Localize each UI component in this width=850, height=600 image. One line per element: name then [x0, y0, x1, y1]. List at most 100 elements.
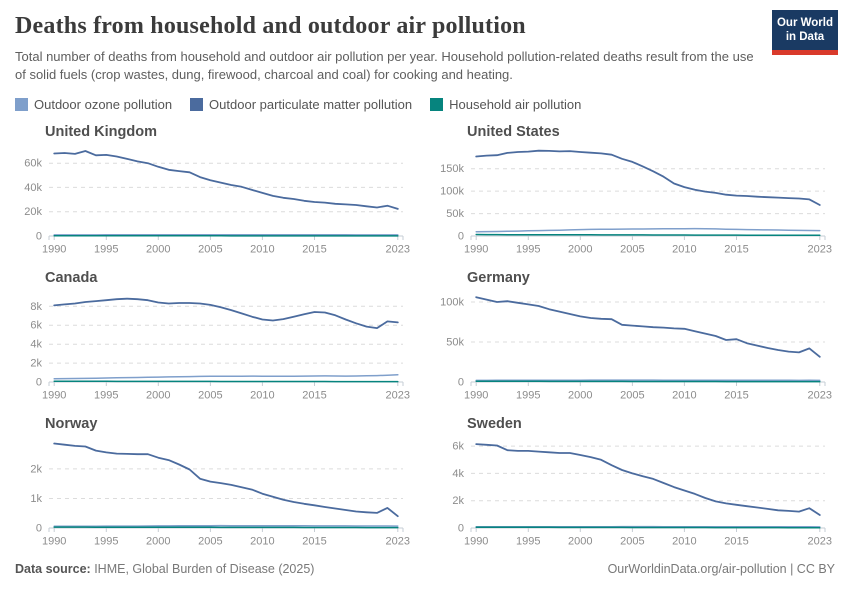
svg-text:6k: 6k [452, 441, 464, 453]
svg-text:50k: 50k [446, 208, 464, 220]
line-chart: 0 1k 2k 1990 1995 2000 2005 2010 2015 2023 [30, 442, 410, 547]
svg-text:60k: 60k [24, 158, 42, 170]
footer-source-text: IHME, Global Burden of Disease (2025) [90, 561, 315, 576]
line-chart: 0 2k 4k 6k 1990 1995 2000 2005 2010 2015 2023 [452, 441, 832, 548]
country-chart-panel: United States 0 50k 100k 150k 1990 1995 2000 20… [437, 114, 835, 260]
line-chart: 0 50k 100k 150k 1990 1995 2000 2005 2010 2015 2023 [440, 149, 832, 255]
svg-text:0: 0 [458, 230, 464, 242]
svg-text:0: 0 [458, 376, 464, 388]
line-chart: 0 20k 40k 60k 1990 1995 2000 2005 2010 2015 2023 [24, 150, 410, 255]
svg-text:2023: 2023 [386, 389, 410, 401]
svg-text:2k: 2k [30, 358, 42, 370]
chart-title: United Kingdom [45, 123, 157, 140]
legend-item[interactable]: Outdoor particulate matter pollution [190, 97, 412, 112]
svg-text:2010: 2010 [250, 535, 274, 547]
country-chart-panel: Sweden 0 2k 4k 6k 1990 1995 2000 2005 2010 2015 20… [437, 406, 835, 552]
svg-text:4k: 4k [452, 468, 464, 480]
country-chart-panel: United Kingdom 0 20k 40k 60k 1990 1995 2000 200… [15, 114, 413, 260]
svg-text:2k: 2k [452, 495, 464, 507]
svg-text:6k: 6k [30, 320, 42, 332]
svg-text:2023: 2023 [808, 243, 832, 255]
svg-text:0: 0 [36, 230, 42, 242]
svg-text:2015: 2015 [302, 243, 326, 255]
svg-text:2005: 2005 [198, 243, 222, 255]
svg-text:1995: 1995 [516, 243, 540, 255]
svg-text:2010: 2010 [672, 243, 696, 255]
svg-text:2010: 2010 [250, 243, 274, 255]
svg-text:2000: 2000 [568, 389, 592, 401]
svg-text:2000: 2000 [146, 535, 170, 547]
svg-text:40k: 40k [24, 182, 42, 194]
svg-text:2023: 2023 [808, 535, 832, 547]
svg-text:1995: 1995 [94, 243, 118, 255]
legend-swatch-icon [430, 97, 444, 111]
owid-logo-line2: in Data [785, 31, 825, 44]
page-subtitle: Total number of deaths from household an… [15, 49, 754, 83]
footer-source: Data source: IHME, Global Burden of Dise… [15, 562, 314, 576]
svg-text:1995: 1995 [94, 389, 118, 401]
svg-text:1990: 1990 [464, 535, 488, 547]
svg-text:1995: 1995 [516, 389, 540, 401]
svg-text:150k: 150k [440, 163, 464, 175]
svg-text:2005: 2005 [620, 389, 644, 401]
svg-text:2015: 2015 [724, 535, 748, 547]
svg-text:8k: 8k [30, 301, 42, 313]
svg-text:0: 0 [458, 522, 464, 534]
svg-text:2015: 2015 [724, 389, 748, 401]
svg-text:2005: 2005 [620, 243, 644, 255]
owid-logo: Our World in Data [772, 10, 838, 55]
svg-text:2015: 2015 [302, 389, 326, 401]
svg-text:2023: 2023 [808, 389, 832, 401]
chart-title: Canada [45, 269, 98, 286]
country-chart-panel: Germany 0 50k 100k 1990 1995 2000 2005 2010 2015… [437, 260, 835, 406]
country-chart-panel: Norway 0 1k 2k 1990 1995 2000 2005 2010 2015 2023 [15, 406, 413, 552]
country-chart-panel: Canada 0 2k 4k 6k 8k 1990 1995 2000 2005 2010 2015… [15, 260, 413, 406]
svg-text:2015: 2015 [302, 535, 326, 547]
svg-text:2005: 2005 [620, 535, 644, 547]
chart-title: Norway [45, 415, 98, 432]
svg-text:2k: 2k [30, 463, 42, 475]
page-title: Deaths from household and outdoor air po… [15, 13, 526, 39]
svg-text:1990: 1990 [42, 389, 66, 401]
svg-text:50k: 50k [446, 336, 464, 348]
legend-item[interactable]: Outdoor ozone pollution [15, 97, 172, 112]
svg-text:2000: 2000 [146, 243, 170, 255]
svg-text:1990: 1990 [464, 243, 488, 255]
svg-text:2010: 2010 [672, 535, 696, 547]
svg-text:2023: 2023 [386, 535, 410, 547]
svg-text:2005: 2005 [198, 535, 222, 547]
svg-text:2000: 2000 [146, 389, 170, 401]
svg-text:2000: 2000 [568, 535, 592, 547]
svg-text:4k: 4k [30, 339, 42, 351]
svg-text:20k: 20k [24, 206, 42, 218]
chart-title: Germany [467, 269, 530, 286]
svg-text:2005: 2005 [198, 389, 222, 401]
footer-source-label: Data source: [15, 561, 91, 576]
footer: Data source: IHME, Global Burden of Dise… [0, 552, 850, 576]
svg-text:2015: 2015 [724, 243, 748, 255]
legend-swatch-icon [190, 97, 204, 111]
legend-item-label: Household air pollution [449, 96, 582, 112]
svg-text:1995: 1995 [516, 535, 540, 547]
svg-text:2010: 2010 [672, 389, 696, 401]
legend-swatch-icon [15, 97, 28, 111]
svg-text:1995: 1995 [94, 535, 118, 547]
line-chart: 0 2k 4k 6k 8k 1990 1995 2000 2005 2010 2015 2023 [30, 297, 410, 401]
line-chart: 0 50k 100k 1990 1995 2000 2005 2010 2015 2023 [440, 296, 832, 401]
owid-logo-line1: Our World [776, 17, 833, 29]
charts-grid: United Kingdom 0 20k 40k 60k 1990 1995 2000 200… [0, 114, 850, 552]
svg-text:2023: 2023 [386, 243, 410, 255]
svg-text:1990: 1990 [464, 389, 488, 401]
svg-text:2000: 2000 [568, 243, 592, 255]
svg-text:2010: 2010 [250, 389, 274, 401]
chart-title: Sweden [467, 415, 522, 432]
svg-text:1990: 1990 [42, 243, 66, 255]
chart-title: United States [467, 123, 560, 140]
footer-credit[interactable]: OurWorldinData.org/air-pollution | CC BY [607, 561, 835, 576]
svg-text:0: 0 [36, 522, 42, 534]
svg-text:0: 0 [36, 376, 42, 388]
svg-text:1990: 1990 [42, 535, 66, 547]
legend-item[interactable]: Household air pollution [430, 97, 581, 112]
svg-text:100k: 100k [440, 186, 464, 198]
